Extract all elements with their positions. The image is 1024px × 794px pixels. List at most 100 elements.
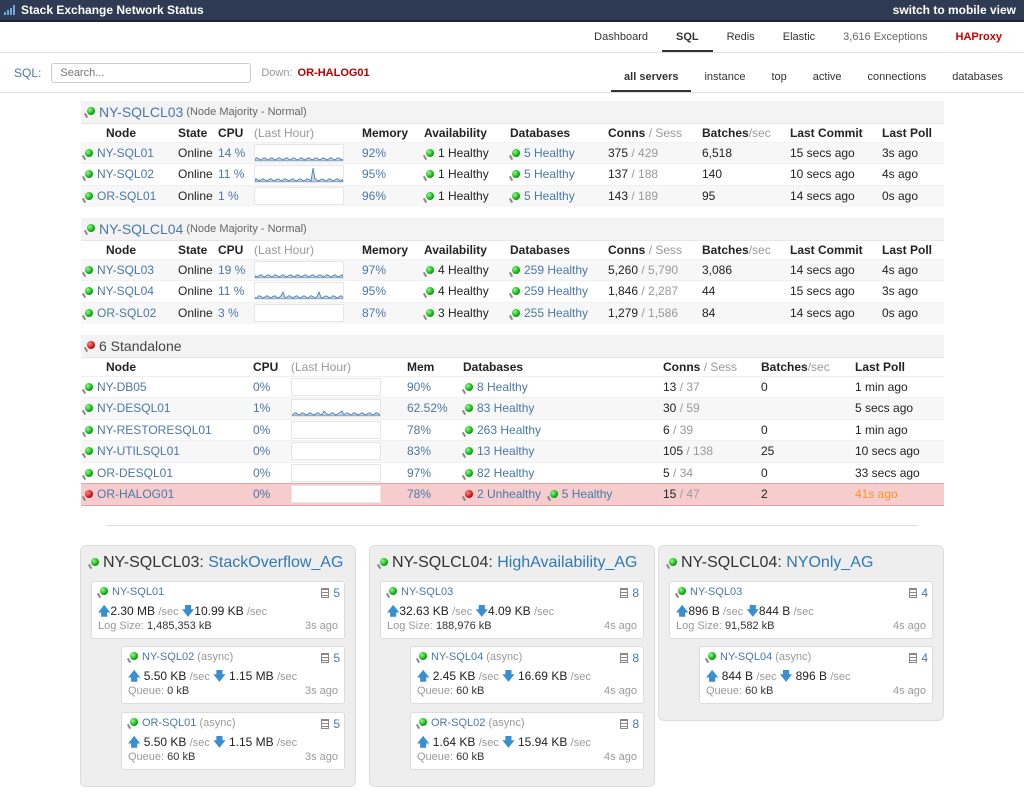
queue-value: 60 kB — [456, 685, 485, 697]
cluster-name-link[interactable]: NY-SQLCL03 — [99, 104, 184, 120]
replica-node-link[interactable]: NY-SQL02 — [142, 651, 195, 663]
memory-value[interactable]: 62.52% — [405, 397, 461, 419]
databases-link[interactable]: 82 Healthy — [477, 465, 535, 480]
log-size-label: Log Size: — [676, 620, 722, 632]
node-link[interactable]: NY-RESTORESQL01 — [97, 422, 212, 437]
databases-link[interactable]: 259 Healthy — [524, 284, 589, 299]
node-link[interactable]: OR-HALOG01 — [97, 487, 175, 502]
memory-value[interactable]: 83% — [405, 440, 461, 462]
databases-link[interactable]: 13 Healthy — [477, 444, 535, 459]
cpu-value[interactable]: 0% — [251, 418, 289, 441]
node-link[interactable]: NY-UTILSQL01 — [97, 444, 180, 459]
col-last-hour: (Last Hour) — [254, 242, 315, 257]
arrow-up-icon: 🡅 — [676, 604, 689, 618]
brand[interactable]: Stack Exchange Network Status — [4, 3, 204, 17]
tab-exceptions[interactable]: 3,616 Exceptions — [843, 31, 928, 43]
node-link[interactable]: OR-SQL01 — [97, 189, 157, 203]
tab-databases[interactable]: databases — [952, 71, 1003, 83]
replica-node-link[interactable]: NY-SQL03 — [690, 586, 743, 598]
ag-primary-card: NY-SQL03 8 🡅32.63 KB /sec 🡇4.09 KB /sec Log… — [380, 581, 644, 639]
db-count[interactable]: 5 — [333, 586, 340, 600]
status-ok-icon — [83, 425, 93, 436]
ag-name-link[interactable]: HighAvailability_AG — [497, 554, 638, 571]
tab-all-servers[interactable]: all servers — [611, 71, 692, 92]
db-count[interactable]: 5 — [333, 717, 340, 731]
switch-mobile-link[interactable]: switch to mobile view — [892, 3, 1016, 17]
memory-value[interactable]: 95% — [360, 163, 422, 185]
cpu-value[interactable]: 3 % — [216, 301, 252, 324]
db-count[interactable]: 8 — [632, 717, 639, 731]
db-count[interactable]: 8 — [632, 586, 639, 600]
ag-title: NY-SQLCL03: StackOverflow_AG — [81, 546, 355, 574]
cpu-value[interactable]: 1% — [251, 397, 289, 419]
ago-value: 4s ago — [603, 620, 637, 632]
node-link[interactable]: NY-SQL03 — [97, 262, 154, 277]
db-count[interactable]: 5 — [333, 651, 340, 665]
last-poll-value: 1 min ago — [853, 418, 944, 441]
search-input[interactable] — [51, 62, 252, 83]
tab-elastic[interactable]: Elastic — [782, 31, 816, 43]
memory-value[interactable]: 97% — [405, 461, 461, 484]
memory-value[interactable]: 78% — [405, 418, 461, 441]
db-count[interactable]: 4 — [921, 586, 928, 600]
replica-node-link[interactable]: NY-SQL04 — [720, 651, 773, 663]
cpu-value[interactable]: 19 % — [216, 258, 252, 281]
tab-instance[interactable]: instance — [704, 71, 746, 83]
receive-rate: 1.15 MB — [228, 735, 274, 749]
db-count[interactable]: 4 — [921, 651, 928, 665]
memory-value[interactable]: 95% — [360, 280, 422, 302]
replica-node-link[interactable]: OR-SQL01 — [142, 717, 197, 729]
ag-name-link[interactable]: StackOverflow_AG — [208, 554, 344, 571]
memory-value[interactable]: 97% — [360, 258, 422, 281]
cpu-value[interactable]: 0% — [251, 440, 289, 462]
tab-redis[interactable]: Redis — [726, 31, 755, 43]
tab-active[interactable]: active — [812, 71, 842, 83]
databases-link[interactable]: 5 Healthy — [524, 145, 575, 160]
down-server-link[interactable]: OR-HALOG01 — [297, 66, 370, 79]
databases-link[interactable]: 8 Healthy — [477, 379, 528, 394]
replica-node-link[interactable]: OR-SQL02 — [431, 717, 486, 729]
cpu-value[interactable]: 0% — [251, 461, 289, 484]
cpu-value[interactable]: 0% — [251, 375, 289, 398]
databases-link[interactable]: 255 Healthy — [524, 306, 589, 320]
replica-node-link[interactable]: NY-SQL01 — [112, 586, 165, 598]
db-count[interactable]: 8 — [632, 651, 639, 665]
tab-connections[interactable]: connections — [867, 71, 927, 83]
cpu-value[interactable]: 11 % — [216, 163, 252, 185]
cpu-value[interactable]: 0% — [251, 483, 289, 506]
memory-value[interactable]: 96% — [360, 184, 422, 207]
memory-value[interactable]: 90% — [405, 375, 461, 398]
replica-node-link[interactable]: NY-SQL04 — [431, 651, 484, 663]
tab-dashboard[interactable]: Dashboard — [594, 31, 648, 43]
databases-link[interactable]: 83 Healthy — [477, 401, 535, 416]
databases-healthy-link[interactable]: 5 Healthy — [561, 487, 613, 502]
col-sess: / Sess — [703, 359, 738, 374]
databases-link[interactable]: 5 Healthy — [524, 189, 575, 203]
tab-haproxy[interactable]: HAProxy — [955, 31, 1002, 43]
databases-link[interactable]: 2 Unhealthy — [477, 487, 542, 502]
ag-name-link[interactable]: NYOnly_AG — [786, 554, 874, 571]
tab-top[interactable]: top — [771, 71, 787, 83]
node-link[interactable]: NY-DESQL01 — [97, 401, 171, 416]
databases-link[interactable]: 263 Healthy — [477, 422, 542, 437]
databases-link[interactable]: 259 Healthy — [524, 262, 589, 277]
tab-sql[interactable]: SQL — [661, 31, 713, 52]
replica-node-link[interactable]: NY-SQL03 — [401, 586, 454, 598]
cpu-value[interactable]: 1 % — [216, 184, 252, 207]
node-link[interactable]: OR-SQL02 — [97, 306, 157, 320]
memory-value[interactable]: 92% — [360, 141, 422, 164]
memory-value[interactable]: 78% — [405, 483, 461, 506]
status-ok-icon — [706, 652, 716, 662]
cpu-value[interactable]: 11 % — [216, 280, 252, 302]
cluster-name-link[interactable]: NY-SQLCL04 — [99, 221, 184, 237]
memory-value[interactable]: 87% — [360, 301, 422, 324]
node-link[interactable]: NY-SQL04 — [97, 284, 154, 299]
node-link[interactable]: NY-SQL02 — [97, 167, 154, 182]
databases-link[interactable]: 5 Healthy — [524, 167, 575, 182]
node-link[interactable]: NY-SQL01 — [97, 145, 154, 160]
cpu-value[interactable]: 14 % — [216, 141, 252, 164]
rate-unit: /sec — [570, 737, 591, 749]
node-link[interactable]: NY-DB05 — [97, 379, 147, 394]
node-link[interactable]: OR-DESQL01 — [97, 465, 174, 480]
status-error-icon — [463, 490, 473, 500]
